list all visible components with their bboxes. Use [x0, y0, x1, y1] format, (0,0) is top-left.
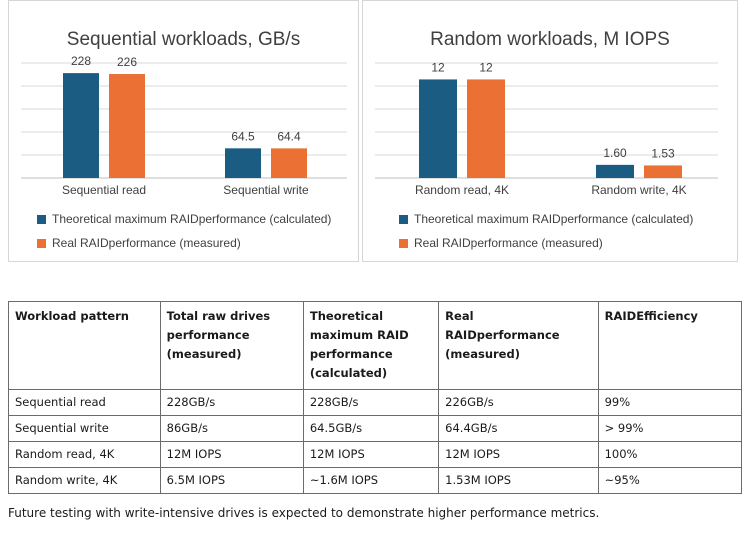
table-cell: 12M IOPS — [438, 441, 599, 468]
table-cell: 12M IOPS — [159, 441, 304, 468]
chart-title: Random workloads, M IOPS — [430, 29, 670, 50]
legend-label: Theoretical maximum RAIDperformance (cal… — [52, 212, 332, 226]
table-cell: Sequential write — [8, 415, 161, 442]
table-cell: 100% — [597, 441, 743, 468]
table-cell: 12M IOPS — [302, 441, 440, 468]
category-label: Random read, 4K — [415, 183, 509, 197]
table-cell: Random read, 4K — [8, 441, 161, 468]
data-label: 64.5 — [231, 129, 255, 143]
bar-real — [644, 165, 682, 178]
legend-label: Real RAIDperformance (measured) — [414, 236, 603, 250]
results-table: Workload pattern Total raw drives perfor… — [8, 301, 743, 494]
table-cell: Sequential read — [8, 389, 161, 416]
data-label: 12 — [479, 60, 493, 74]
category-label: Sequential write — [223, 183, 309, 197]
legend-swatch-real — [37, 238, 46, 248]
column-header: Total raw drives performance (measured) — [159, 301, 304, 390]
legend-item-theoretical: Theoretical maximum RAIDperformance (cal… — [399, 212, 693, 226]
data-label: 64.4 — [277, 129, 301, 143]
table-row: Random read, 4K 12M IOPS 12M IOPS 12M IO… — [8, 441, 743, 468]
bar-theoretical — [596, 164, 634, 178]
category-label: Sequential read — [62, 183, 146, 197]
table-cell: 86GB/s — [159, 415, 304, 442]
column-header: RAIDEfficiency — [597, 301, 743, 390]
column-header: Workload pattern — [8, 301, 161, 390]
legend-item-real: Real RAIDperformance (measured) — [37, 236, 241, 250]
column-header: Theoretical maximum RAID performance (ca… — [302, 301, 440, 390]
data-label: 1.60 — [603, 146, 627, 160]
data-label: 12 — [431, 60, 445, 74]
table-cell: 226GB/s — [438, 389, 599, 416]
table-cell: 228GB/s — [159, 389, 304, 416]
table-row: Random write, 4K 6.5M IOPS ~1.6M IOPS 1.… — [8, 467, 743, 494]
data-label: 228 — [71, 54, 91, 68]
column-header: Real RAIDperformance (measured) — [438, 301, 599, 390]
table-row: Sequential write 86GB/s 64.5GB/s 64.4GB/… — [8, 415, 743, 442]
data-label: 1.53 — [651, 146, 675, 160]
table-cell: 228GB/s — [302, 389, 440, 416]
legend-swatch-real — [399, 238, 408, 248]
bar-real — [271, 148, 307, 178]
table-cell: 64.4GB/s — [438, 415, 599, 442]
table-cell: 1.53M IOPS — [438, 467, 599, 494]
table-cell: > 99% — [597, 415, 743, 442]
legend-swatch-theoretical — [399, 214, 408, 224]
table-cell: 6.5M IOPS — [159, 467, 304, 494]
bar-theoretical — [419, 79, 457, 178]
table-row: Sequential read 228GB/s 228GB/s 226GB/s … — [8, 389, 743, 416]
bar-real — [109, 74, 145, 178]
table-cell: Random write, 4K — [8, 467, 161, 494]
legend-item-real: Real RAIDperformance (measured) — [399, 236, 603, 250]
table-cell: ~95% — [597, 467, 743, 494]
table-cell: 99% — [597, 389, 743, 416]
bar-real — [467, 79, 505, 178]
category-label: Random write, 4K — [591, 183, 686, 197]
table-cell: 64.5GB/s — [302, 415, 440, 442]
chart-title: Sequential workloads, GB/s — [66, 29, 301, 50]
bar-theoretical — [63, 73, 99, 178]
legend-swatch-theoretical — [37, 214, 46, 224]
sequential-chart: 228 226 Sequential read 64.5 64.4 Sequential … — [21, 54, 347, 197]
legend-label: Theoretical maximum RAIDperformance (cal… — [414, 212, 694, 226]
random-chart: 12 12 Random read, 4K 1.60 1.53 Random write,… — [375, 60, 718, 197]
legend-item-theoretical: Theoretical maximum RAIDperformance (cal… — [37, 212, 331, 226]
sequential-chart-panel: Sequential workloads, GB/s 228 226 Sequent… — [8, 0, 359, 262]
data-label: 226 — [117, 55, 137, 69]
table-cell: ~1.6M IOPS — [302, 467, 440, 494]
table-header-row: Workload pattern Total raw drives perfor… — [8, 301, 743, 390]
random-chart-panel: Random workloads, M IOPS 12 12 Random read… — [362, 0, 738, 262]
bar-theoretical — [225, 148, 261, 178]
legend-label: Real RAIDperformance (measured) — [52, 236, 241, 250]
footnote: Future testing with write-intensive driv… — [8, 506, 600, 520]
